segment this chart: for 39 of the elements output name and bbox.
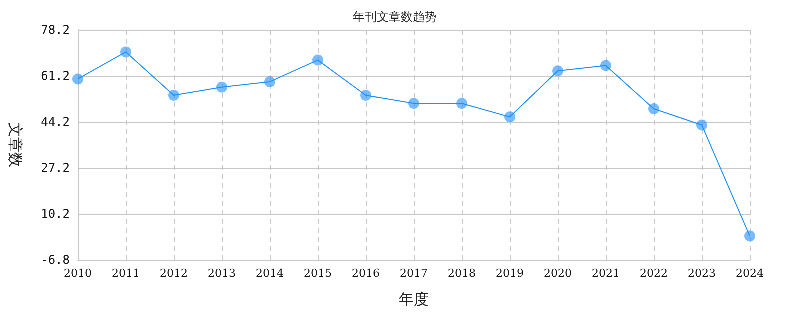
point bbox=[648, 104, 660, 115]
x-tick-label: 2022 bbox=[640, 267, 668, 280]
y-tick-label: 78.2 bbox=[41, 23, 70, 37]
x-tick-label: 2016 bbox=[352, 267, 380, 280]
point bbox=[408, 98, 420, 110]
x-tick-label: 2019 bbox=[496, 267, 524, 280]
y-tick-label: 61.2 bbox=[41, 69, 70, 83]
x-tick-label: 2012 bbox=[160, 267, 188, 280]
point bbox=[696, 120, 708, 131]
point bbox=[216, 82, 228, 93]
point bbox=[504, 112, 516, 123]
point bbox=[120, 46, 132, 58]
point bbox=[264, 76, 276, 88]
y-tick-label: 44.2 bbox=[41, 115, 70, 129]
x-tick-label: 2011 bbox=[112, 267, 140, 280]
x-tick-label: 2017 bbox=[400, 267, 428, 280]
point bbox=[312, 54, 324, 66]
point bbox=[744, 230, 756, 242]
x-tick-label: 2015 bbox=[304, 267, 332, 280]
x-tick-label: 2020 bbox=[544, 267, 572, 280]
x-tick-label: 2021 bbox=[592, 267, 620, 280]
y-axis-title: 文章数 bbox=[6, 122, 24, 168]
x-tick-label: 2024 bbox=[736, 267, 764, 280]
x-axis-title: 年度 bbox=[399, 290, 429, 308]
y-tick-label: 10.2 bbox=[41, 207, 70, 221]
point bbox=[456, 98, 468, 110]
point bbox=[360, 90, 372, 101]
y-tick-label: 27.2 bbox=[41, 161, 70, 175]
point bbox=[72, 74, 84, 85]
y-tick-label: -6.8 bbox=[41, 253, 70, 267]
x-tick-label: 2013 bbox=[208, 267, 236, 280]
x-tick-label: 2014 bbox=[256, 267, 284, 280]
point bbox=[552, 66, 564, 77]
chart-title: 年刊文章数趋势 bbox=[353, 10, 437, 24]
x-tick-label: 2018 bbox=[448, 267, 476, 280]
x-tick-label: 2010 bbox=[64, 267, 92, 280]
x-tick-label: 2023 bbox=[688, 267, 716, 280]
point bbox=[600, 60, 612, 72]
point bbox=[168, 90, 180, 101]
